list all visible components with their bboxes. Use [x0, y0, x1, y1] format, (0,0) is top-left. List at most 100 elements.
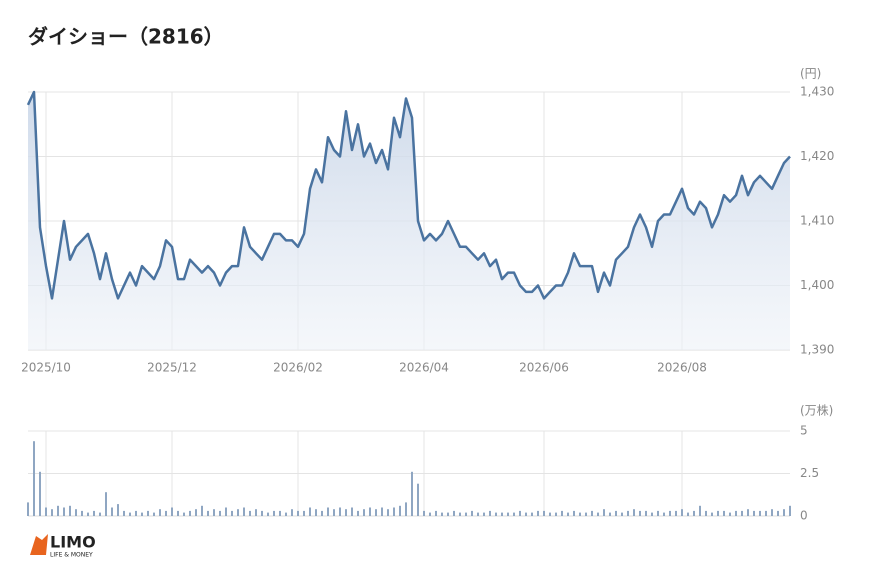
volume-bar: [459, 512, 461, 516]
volume-bar: [327, 507, 329, 516]
volume-bar: [333, 509, 335, 516]
volume-bar: [597, 512, 599, 516]
volume-bar: [141, 512, 143, 516]
volume-bar: [339, 507, 341, 516]
volume-bar: [411, 471, 413, 516]
volume-bar: [231, 510, 233, 516]
volume-bar: [573, 510, 575, 516]
volume-bar: [81, 510, 83, 516]
volume-bar: [117, 504, 119, 516]
volume-bar: [177, 510, 179, 516]
volume-bar: [129, 512, 131, 516]
x-tick-label: 2025/12: [147, 361, 197, 375]
volume-bar: [705, 510, 707, 516]
volume-bar: [159, 509, 161, 516]
volume-bar: [633, 509, 635, 516]
volume-bar: [543, 510, 545, 516]
volume-bar: [669, 510, 671, 516]
volume-bar: [147, 510, 149, 516]
y-tick-label: 1,420: [800, 149, 834, 163]
volume-bar: [237, 509, 239, 516]
volume-bar: [435, 510, 437, 516]
volume-bar: [657, 510, 659, 516]
volume-bar: [513, 512, 515, 516]
volume-bar: [759, 510, 761, 516]
x-tick-label: 2026/02: [273, 361, 323, 375]
volume-bar: [267, 512, 269, 516]
volume-bar: [213, 509, 215, 516]
volume-bar: [525, 512, 527, 516]
volume-bar: [357, 510, 359, 516]
volume-bar: [777, 510, 779, 516]
volume-bar: [627, 510, 629, 516]
volume-bar: [765, 510, 767, 516]
volume-bar: [471, 510, 473, 516]
volume-bar: [675, 510, 677, 516]
volume-bar: [207, 510, 209, 516]
volume-bar: [273, 510, 275, 516]
x-tick-label: 2026/06: [519, 361, 569, 375]
volume-bar: [45, 507, 47, 516]
volume-bar: [567, 512, 569, 516]
volume-bar: [285, 512, 287, 516]
volume-bar: [135, 510, 137, 516]
volume-bar: [681, 509, 683, 516]
volume-bar: [585, 512, 587, 516]
logo: LIMO LIFE & MONEY: [30, 533, 96, 559]
y-unit: (万株): [800, 403, 833, 418]
y-tick-label: 1,430: [800, 85, 834, 99]
x-tick-label: 2025/10: [21, 361, 71, 375]
volume-bar: [579, 512, 581, 516]
volume-bar: [537, 510, 539, 516]
volume-bar: [321, 510, 323, 516]
volume-bar: [249, 510, 251, 516]
volume-bar: [441, 512, 443, 516]
volume-bar: [393, 507, 395, 516]
volume-bar: [243, 507, 245, 516]
volume-bar: [363, 509, 365, 516]
volume-bar: [717, 510, 719, 516]
logo-tagline: LIFE & MONEY: [50, 552, 93, 559]
y-tick-label: 1,410: [800, 214, 834, 228]
volume-bar: [465, 512, 467, 516]
volume-bar: [447, 512, 449, 516]
volume-bar: [261, 510, 263, 516]
y-tick-label: 1,390: [800, 343, 834, 357]
volume-bar: [75, 509, 77, 516]
volume-bar: [639, 510, 641, 516]
volume-bar: [399, 505, 401, 516]
volume-bar: [783, 509, 785, 516]
volume-bar: [561, 510, 563, 516]
volume-bar: [291, 509, 293, 516]
volume-bar: [609, 512, 611, 516]
volume-bar: [99, 512, 101, 516]
y-unit: (円): [800, 67, 821, 81]
y-tick-label: 1,400: [800, 278, 834, 292]
volume-bar: [309, 507, 311, 516]
volume-bar: [645, 510, 647, 516]
volume-bar: [723, 510, 725, 516]
y-tick-label: 2.5: [800, 466, 819, 480]
volume-bar: [789, 505, 791, 516]
volume-bar: [507, 512, 509, 516]
volume-bar: [729, 512, 731, 516]
volume-bar: [711, 512, 713, 516]
volume-bar: [63, 507, 65, 516]
price-line: [26, 90, 791, 300]
volume-bar: [219, 510, 221, 516]
price-area: [28, 92, 790, 350]
volume-bar: [39, 471, 41, 516]
volume-bar: [603, 509, 605, 516]
volume-bar: [531, 512, 533, 516]
volume-bar: [753, 510, 755, 516]
volume-bar: [477, 512, 479, 516]
volume-bar: [165, 510, 167, 516]
volume-bar: [255, 509, 257, 516]
logo-icon: [30, 534, 48, 555]
volume-bar: [489, 510, 491, 516]
logo-brand: LIMO: [50, 533, 96, 552]
volume-bar: [201, 505, 203, 516]
volume-bar: [51, 509, 53, 516]
volume-bar: [123, 510, 125, 516]
